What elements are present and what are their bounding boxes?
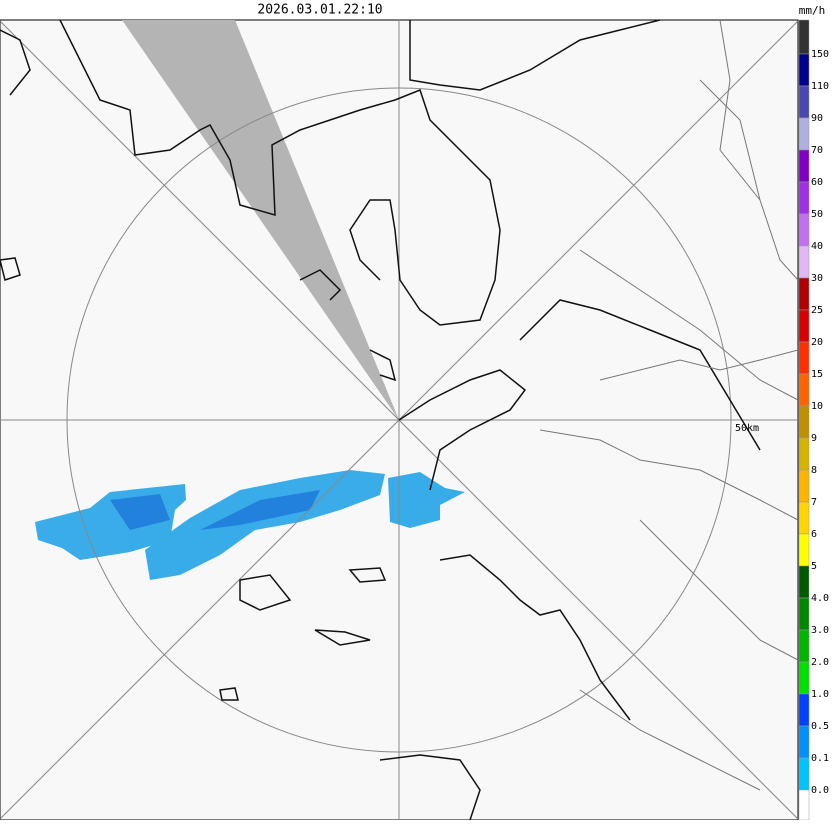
legend-label: 3.0	[811, 625, 829, 636]
legend-label: 0.1	[811, 753, 829, 764]
boundaries	[539, 19, 799, 791]
legend-swatch	[798, 117, 810, 151]
legend-label: 30	[811, 273, 823, 284]
legend-label: 50	[811, 209, 823, 220]
legend-swatch	[798, 533, 810, 567]
legend-swatch	[798, 757, 810, 791]
map: 50km	[0, 19, 799, 821]
legend-swatch	[798, 661, 810, 695]
legend-swatch	[798, 565, 810, 599]
blocked-sector	[122, 20, 399, 420]
legend: 150 110 90 70 60 50 40 30 25 20 15 10 9 8 7 6 5 4.0 3.0 2.0…	[798, 19, 829, 821]
legend-swatch	[798, 437, 810, 471]
legend-label: 0.0	[811, 785, 829, 796]
legend-swatch	[798, 501, 810, 535]
legend-unit: mm/h	[799, 4, 826, 17]
legend-swatch	[798, 309, 810, 343]
legend-swatch	[798, 373, 810, 407]
legend-label: 110	[811, 81, 829, 92]
legend-swatch	[798, 213, 810, 247]
legend-swatch	[798, 277, 810, 311]
legend-swatch	[798, 693, 810, 727]
legend-swatch	[798, 789, 810, 821]
legend-swatch	[798, 149, 810, 183]
legend-swatch	[798, 53, 810, 87]
legend-swatch	[798, 405, 810, 439]
legend-swatch	[798, 181, 810, 215]
legend-label: 0.5	[811, 721, 829, 732]
legend-label: 10	[811, 401, 823, 412]
timestamp: 2026.03.01.22:10	[257, 3, 382, 18]
legend-label: 150	[811, 49, 829, 60]
legend-label: 15	[811, 369, 823, 380]
legend-swatch	[798, 469, 810, 503]
echo-cores	[110, 490, 320, 530]
legend-label: 7	[811, 497, 817, 508]
legend-label: 9	[811, 433, 817, 444]
legend-swatch	[798, 725, 810, 759]
legend-swatch	[798, 19, 810, 55]
legend-label: 90	[811, 113, 823, 124]
legend-label: 25	[811, 305, 823, 316]
legend-swatch	[798, 341, 810, 375]
legend-swatch	[798, 597, 810, 631]
legend-label: 5	[811, 561, 817, 572]
legend-label: 6	[811, 529, 817, 540]
legend-label: 20	[811, 337, 823, 348]
coastline	[0, 19, 761, 821]
legend-swatch	[798, 85, 810, 119]
legend-label: 4.0	[811, 593, 829, 604]
legend-label: 40	[811, 241, 823, 252]
legend-label: 60	[811, 177, 823, 188]
legend-label: 2.0	[811, 657, 829, 668]
legend-label: 70	[811, 145, 823, 156]
legend-label: 1.0	[811, 689, 829, 700]
legend-swatch	[798, 245, 810, 279]
legend-swatch	[798, 629, 810, 663]
range-label: 50km	[735, 423, 759, 434]
legend-label: 8	[811, 465, 817, 476]
